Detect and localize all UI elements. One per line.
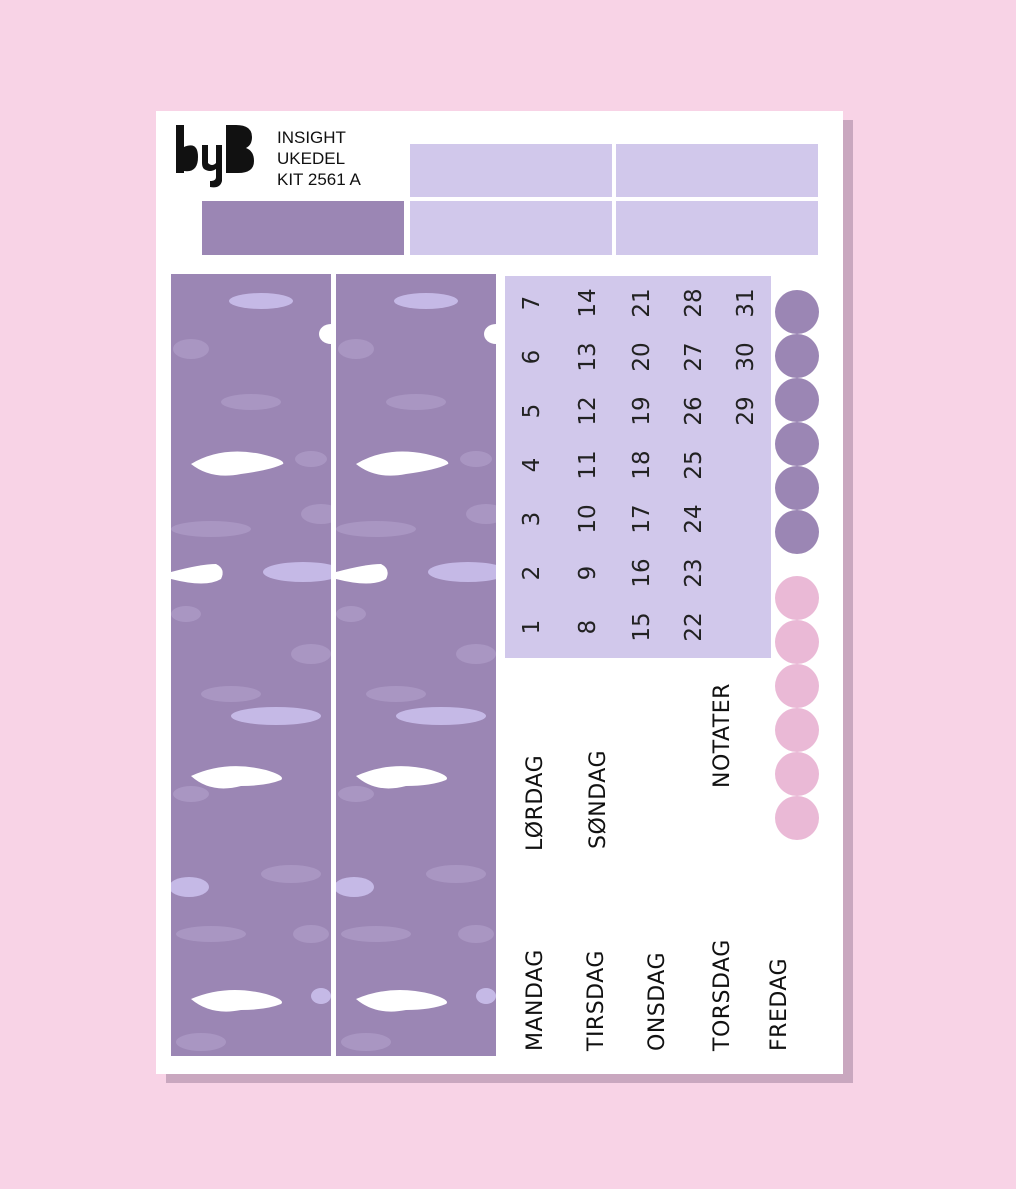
pink-dot — [775, 752, 819, 796]
date-number: 9 — [575, 565, 601, 581]
purple-dot — [775, 378, 819, 422]
header-box-top-left — [410, 144, 612, 197]
label-tirsdag: TIRSDAG — [584, 950, 609, 1051]
pattern-strip-right — [336, 274, 496, 1056]
label-fredag: FREDAG — [767, 957, 792, 1051]
date-number: 23 — [681, 558, 707, 588]
date-number: 21 — [629, 288, 655, 318]
date-number: 30 — [733, 342, 759, 372]
date-number: 31 — [733, 288, 759, 318]
label-torsdag: TORSDAG — [710, 939, 735, 1051]
label-sondag: SØNDAG — [586, 749, 611, 849]
date-number: 10 — [575, 504, 601, 534]
purple-dot — [775, 466, 819, 510]
date-number: 26 — [681, 396, 707, 426]
date-number: 4 — [519, 457, 545, 473]
date-number: 2 — [519, 565, 545, 581]
date-number: 13 — [575, 342, 601, 372]
label-notater: NOTATER — [710, 683, 735, 788]
date-number: 19 — [629, 396, 655, 426]
pink-dot — [775, 576, 819, 620]
header-box-purple — [202, 201, 404, 255]
header-box-bottom-right — [616, 201, 818, 255]
kit-line-3: KIT 2561 A — [277, 170, 361, 189]
purple-dot — [775, 334, 819, 378]
kit-line-1: INSIGHT — [277, 128, 346, 147]
date-number: 22 — [681, 612, 707, 642]
date-number: 1 — [519, 619, 545, 635]
date-number: 27 — [681, 342, 707, 372]
date-number: 17 — [629, 504, 655, 534]
date-number: 24 — [681, 504, 707, 534]
byb-logo — [176, 125, 254, 188]
date-number: 12 — [575, 396, 601, 426]
kit-info: INSIGHT UKEDEL KIT 2561 A — [277, 127, 361, 190]
date-number: 15 — [629, 612, 655, 642]
pink-dot — [775, 708, 819, 752]
sticker-sheet: INSIGHT UKEDEL KIT 2561 A — [156, 111, 843, 1074]
date-number: 18 — [629, 450, 655, 480]
label-lordag: LØRDAG — [523, 754, 548, 851]
purple-dot — [775, 510, 819, 554]
date-number: 14 — [575, 288, 601, 318]
date-number: 5 — [519, 403, 545, 419]
date-calendar: 7 6 5 4 3 2 1 14 13 12 11 10 9 8 21 20 1… — [505, 276, 771, 658]
pink-dot — [775, 796, 819, 840]
label-onsdag: ONSDAG — [645, 951, 670, 1051]
date-number: 3 — [519, 511, 545, 527]
date-number: 28 — [681, 288, 707, 318]
purple-dot — [775, 290, 819, 334]
header-box-bottom-left — [410, 201, 612, 255]
date-number: 7 — [519, 295, 545, 311]
kit-line-2: UKEDEL — [277, 149, 346, 168]
date-number: 25 — [681, 450, 707, 480]
pink-dot — [775, 620, 819, 664]
date-number: 6 — [519, 349, 545, 365]
pattern-strip-left — [171, 274, 331, 1056]
header-box-top-right — [616, 144, 818, 197]
label-mandag: MANDAG — [523, 949, 548, 1051]
date-number: 29 — [733, 396, 759, 426]
date-number: 20 — [629, 342, 655, 372]
purple-dot — [775, 422, 819, 466]
date-number: 8 — [575, 619, 601, 635]
date-number: 11 — [575, 450, 601, 480]
date-number: 16 — [629, 558, 655, 588]
pink-dot — [775, 664, 819, 708]
